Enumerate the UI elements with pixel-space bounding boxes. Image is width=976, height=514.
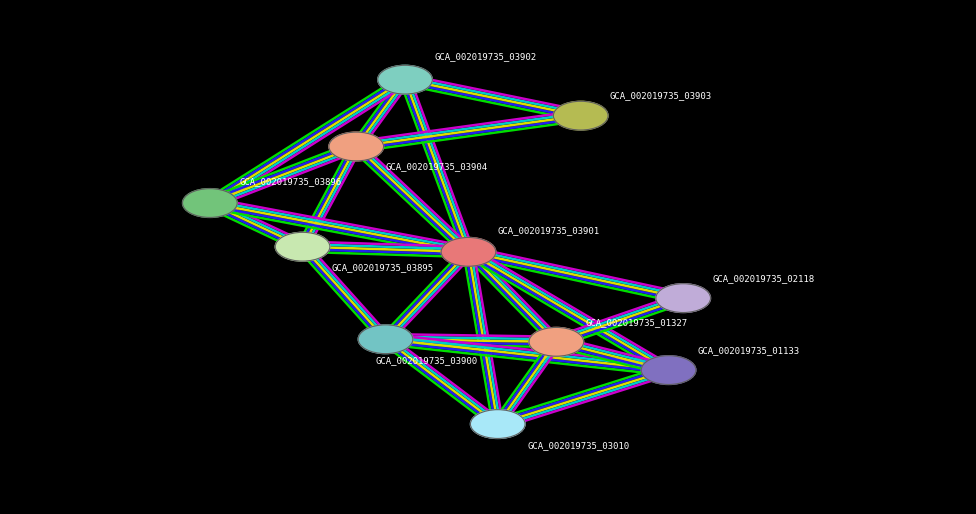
- Circle shape: [275, 232, 330, 261]
- Text: GCA_002019735_03902: GCA_002019735_03902: [434, 52, 537, 61]
- Text: GCA_002019735_01327: GCA_002019735_01327: [586, 318, 688, 327]
- Text: GCA_002019735_03896: GCA_002019735_03896: [239, 177, 342, 186]
- Text: GCA_002019735_01133: GCA_002019735_01133: [698, 346, 800, 355]
- Circle shape: [183, 189, 237, 217]
- Text: GCA_002019735_03904: GCA_002019735_03904: [386, 162, 488, 172]
- Circle shape: [378, 65, 432, 94]
- Text: GCA_002019735_03901: GCA_002019735_03901: [498, 226, 600, 235]
- Circle shape: [329, 132, 384, 161]
- Circle shape: [470, 410, 525, 438]
- Circle shape: [641, 356, 696, 384]
- Circle shape: [358, 325, 413, 354]
- Text: GCA_002019735_03895: GCA_002019735_03895: [332, 263, 434, 272]
- Text: GCA_002019735_03010: GCA_002019735_03010: [527, 441, 630, 450]
- Text: GCA_002019735_03903: GCA_002019735_03903: [610, 91, 712, 101]
- Text: GCA_002019735_02118: GCA_002019735_02118: [712, 274, 815, 283]
- Circle shape: [529, 327, 584, 356]
- Circle shape: [553, 101, 608, 130]
- Circle shape: [441, 237, 496, 266]
- Circle shape: [656, 284, 711, 313]
- Text: GCA_002019735_03900: GCA_002019735_03900: [376, 356, 478, 365]
